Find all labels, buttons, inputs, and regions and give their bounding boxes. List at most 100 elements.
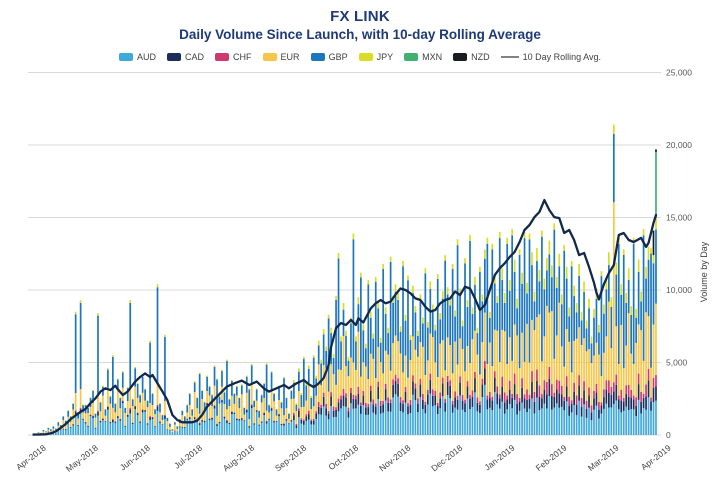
bar-segment-aud: [387, 411, 389, 435]
bar: [193, 381, 196, 435]
bar: [174, 421, 176, 435]
bar-segment-aud: [161, 424, 164, 435]
bar-segment-aud: [72, 425, 75, 435]
bar-segment-gbp: [74, 314, 77, 394]
bar-segment-gbp: [134, 368, 137, 387]
bar-segment-eur: [176, 428, 179, 432]
bar: [228, 398, 231, 435]
bar: [590, 336, 593, 435]
bar-segment-aud: [588, 407, 590, 435]
bar-segment-jpy: [642, 229, 645, 236]
bar-segment-chf: [382, 400, 385, 405]
bar-segment-aud: [580, 416, 583, 435]
bar-segment-chf: [369, 385, 372, 391]
bar-segment-eur: [208, 395, 211, 419]
bar-segment-cad: [603, 397, 605, 409]
bar-segment-aud: [159, 422, 161, 435]
bar-segment-aud: [459, 395, 461, 435]
bar: [389, 256, 392, 435]
bar-segment-chf: [541, 394, 543, 399]
bar-segment-chf: [206, 402, 208, 404]
bar-segment-eur: [608, 301, 610, 381]
bar-segment-aud: [89, 416, 92, 435]
bar-segment-aud: [312, 424, 315, 435]
bar: [240, 384, 243, 435]
bar-segment-cad: [486, 399, 489, 410]
bar: [550, 265, 553, 435]
bar-segment-eur: [218, 403, 221, 422]
bar-segment-eur: [82, 412, 84, 419]
bar-segment-jpy: [506, 237, 509, 244]
bar-segment-aud: [590, 420, 593, 435]
bar-segment-eur: [270, 389, 273, 408]
bar-segment-eur: [637, 324, 640, 374]
bar-segment-aud: [372, 412, 375, 435]
bar-segment-jpy: [283, 377, 285, 379]
bar-segment-gbp: [496, 302, 499, 331]
bar: [630, 305, 633, 435]
bar-segment-chf: [464, 399, 466, 404]
bar-segment-chf: [404, 386, 407, 392]
bar-segment-aud: [335, 416, 337, 435]
bar-segment-aud: [258, 425, 261, 435]
bar-segment-gbp: [82, 405, 84, 413]
bar-segment-jpy: [543, 278, 546, 290]
bar: [92, 390, 94, 435]
bar-segment-eur: [632, 364, 635, 396]
bar-segment-gbp: [471, 313, 474, 340]
bar-segment-cad: [399, 402, 402, 412]
bar: [382, 263, 385, 435]
bar-segment-gbp: [595, 298, 598, 343]
bar-segment-gbp: [107, 369, 109, 388]
bar-segment-cad: [394, 380, 397, 395]
bar: [188, 392, 191, 435]
bar-segment-cad: [340, 399, 342, 409]
bar-segment-aud: [74, 415, 77, 435]
bar-segment-aud: [283, 425, 285, 435]
bar-segment-eur: [563, 366, 566, 398]
bar-segment-aud: [92, 417, 94, 435]
bar: [439, 313, 442, 435]
bar-segment-cad: [506, 399, 509, 410]
bar-segment-jpy: [580, 311, 583, 321]
bar-segment-aud: [307, 419, 310, 435]
bar-segment-eur: [622, 368, 625, 398]
bar: [82, 404, 84, 435]
bar-segment-gbp: [511, 235, 513, 361]
bar-segment-jpy: [360, 272, 362, 278]
bar-segment-cad: [578, 385, 580, 401]
bar-segment-jpy: [322, 329, 325, 335]
bar-segment-cad: [493, 377, 496, 392]
bar-segment-jpy: [307, 365, 310, 369]
bar-segment-cad: [114, 421, 117, 423]
bar-segment-eur: [518, 368, 521, 398]
bar-segment-eur: [77, 418, 79, 426]
bar-segment-gbp: [625, 302, 628, 346]
bar-segment-chf: [565, 376, 568, 387]
bar-segment-jpy: [310, 395, 313, 398]
bar-segment-gbp: [198, 373, 201, 414]
bar-segment-cad: [441, 383, 444, 397]
bar-segment-cad: [630, 397, 633, 410]
bar-segment-eur: [50, 430, 52, 433]
bar-segment-cad: [238, 419, 241, 421]
bar-segment-eur: [593, 355, 595, 391]
bar-segment-cad: [206, 403, 208, 406]
bar-segment-eur: [379, 362, 382, 401]
bar-segment-jpy: [431, 304, 434, 312]
bar-segment-jpy: [541, 230, 543, 237]
bar-segment-chf: [121, 400, 124, 402]
bar-segment-aud: [546, 408, 548, 435]
bar-segment-chf: [632, 395, 635, 400]
bar-segment-aud: [183, 427, 186, 435]
legend-item-mxn: MXN: [404, 52, 442, 62]
bar-segment-chf: [193, 416, 196, 418]
bar-segment-chf: [603, 389, 605, 398]
bar-segment-gbp: [347, 360, 350, 377]
bar: [424, 268, 427, 435]
bar: [87, 407, 89, 435]
bar-segment-chf: [469, 394, 471, 399]
bar-segment-gbp: [498, 238, 501, 362]
bar-segment-aud: [461, 409, 464, 435]
bar-segment-chf: [647, 369, 650, 381]
